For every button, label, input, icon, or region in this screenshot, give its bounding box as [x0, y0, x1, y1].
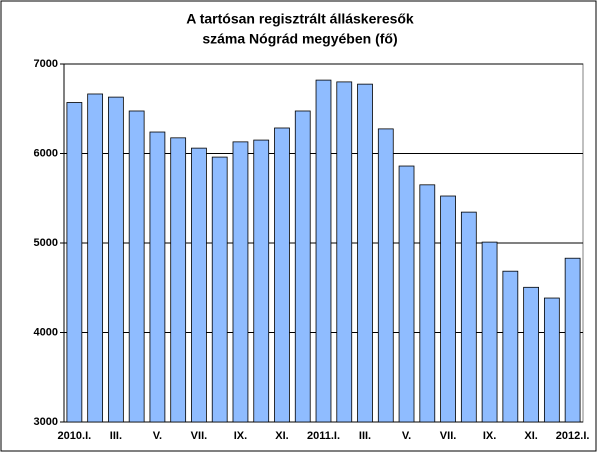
x-tick-label: 2012.I.: [556, 430, 590, 442]
bar: [398, 165, 415, 423]
bar: [87, 93, 104, 423]
x-tick-label: V.: [402, 430, 411, 442]
x-tick-label: XI.: [524, 430, 537, 442]
bar: [357, 83, 373, 423]
y-tick-label: 5000: [34, 237, 58, 249]
y-tick-label: 6000: [34, 147, 58, 159]
bar: [481, 241, 498, 423]
x-tick-label: III.: [359, 430, 371, 442]
bar: [336, 81, 353, 423]
bar: [502, 270, 519, 423]
x-tick-label: IX.: [483, 430, 496, 442]
chart-title: száma Nógrád megyében (fő): [202, 31, 397, 47]
x-tick-label: 2011.I.: [307, 430, 340, 442]
bar: [543, 297, 560, 423]
bar: [128, 110, 145, 423]
x-tick-label: 2010.I.: [58, 430, 92, 442]
bar: [274, 127, 290, 423]
y-tick-label: 4000: [34, 326, 58, 338]
bar: [170, 137, 187, 423]
x-tick-label: XI.: [275, 430, 288, 442]
x-tick-label: III.: [110, 430, 122, 442]
y-tick-label: 3000: [34, 416, 58, 428]
y-tick-label: 7000: [34, 58, 58, 70]
bar: [232, 141, 249, 423]
bar: [377, 128, 394, 423]
x-tick-label: IX.: [234, 430, 247, 442]
bar: [460, 211, 477, 423]
bar: [108, 96, 124, 423]
bar: [315, 79, 332, 423]
bar: [191, 147, 207, 423]
bar: [253, 139, 270, 423]
x-tick-label: V.: [153, 430, 162, 442]
bar: [211, 156, 228, 423]
bar: [564, 257, 581, 423]
x-tick-label: VII.: [440, 430, 457, 442]
chart-title: A tartósan regisztrált álláskeresők: [186, 11, 414, 27]
bar: [419, 184, 436, 423]
bar: [294, 110, 311, 423]
bar: [149, 131, 166, 423]
x-tick-label: VII.: [191, 430, 208, 442]
bar: [440, 195, 456, 423]
bar: [523, 286, 539, 423]
bar: [66, 102, 83, 423]
